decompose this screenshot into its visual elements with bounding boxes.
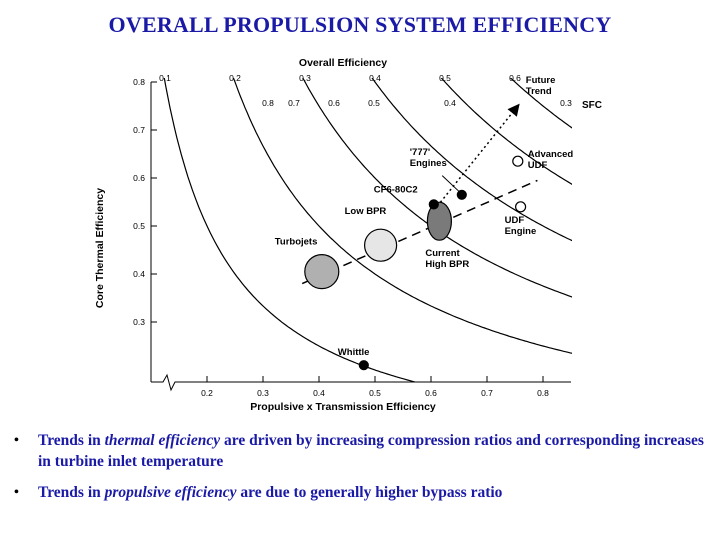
overall-efficiency-curve bbox=[371, 78, 572, 242]
overall-efficiency-curve bbox=[440, 78, 572, 185]
sfc-value-label: 0.5 bbox=[368, 98, 380, 108]
point-label: Engine bbox=[505, 226, 537, 237]
point-label: Whittle bbox=[338, 347, 370, 358]
overall-efficiency-label: 0.3 bbox=[299, 73, 311, 83]
y-tick-label: 0.8 bbox=[133, 77, 145, 87]
axes: 0.3 0.4 0.5 0.6 0.7 0.8 0.2 0.3 0.4 0.5 0.6 0.7 0.8 0… bbox=[133, 73, 572, 398]
point-label: Engines bbox=[410, 158, 447, 169]
y-axis-label: Core Thermal Efficiency bbox=[94, 188, 106, 308]
bullet-dot: • bbox=[14, 433, 19, 448]
region-label: Low BPR bbox=[345, 206, 387, 217]
x-tick-label: 0.2 bbox=[201, 388, 213, 398]
leader-line bbox=[441, 175, 460, 192]
region-ellipse bbox=[426, 201, 452, 241]
y-tick-label: 0.5 bbox=[133, 221, 145, 231]
point-label: Advanced bbox=[528, 149, 574, 160]
y-tick-label: 0.6 bbox=[133, 173, 145, 183]
overall-efficiency-label: 0.2 bbox=[229, 73, 241, 83]
point-label: UDF bbox=[528, 160, 548, 171]
trend-line-dashed bbox=[301, 179, 538, 285]
chart-title: Overall Efficiency bbox=[299, 57, 387, 69]
region-label: Current bbox=[425, 248, 460, 259]
x-tick-label: 0.7 bbox=[481, 388, 493, 398]
sfc-value-label: 0.6 bbox=[328, 98, 340, 108]
region-ellipse bbox=[364, 228, 398, 262]
overall-efficiency-label: 0.4 bbox=[369, 73, 381, 83]
region-label: Turbojets bbox=[275, 237, 318, 248]
sfc-value-label: 0.3 bbox=[560, 98, 572, 108]
future-trend-label: Future bbox=[526, 75, 556, 86]
data-point bbox=[358, 360, 369, 371]
overall-efficiency-curve bbox=[509, 78, 572, 129]
future-trend-label: Trend bbox=[526, 86, 552, 97]
x-tick-label: 0.8 bbox=[537, 388, 549, 398]
data-point bbox=[512, 155, 524, 167]
bullet-list: • Trends in thermal efficiency are drive… bbox=[14, 430, 704, 513]
future-trend-arrow bbox=[430, 103, 520, 215]
bullet-dot: • bbox=[14, 485, 19, 500]
bullet-text: Trends in thermal efficiency are driven … bbox=[38, 432, 704, 470]
y-tick-label: 0.3 bbox=[133, 317, 145, 327]
region-ellipse bbox=[304, 254, 340, 290]
overall-efficiency-curve bbox=[232, 78, 572, 354]
sfc-value-label: 0.7 bbox=[288, 98, 300, 108]
point-label: CF6-80C2 bbox=[374, 184, 418, 195]
x-axis-line bbox=[151, 373, 571, 392]
overall-efficiency-label: 0.1 bbox=[159, 73, 171, 83]
y-tick-label: 0.4 bbox=[133, 269, 145, 279]
efficiency-chart: Overall Efficiency Propulsive x Transmis… bbox=[94, 57, 602, 413]
region-label: High BPR bbox=[425, 259, 469, 270]
point-label: UDF bbox=[505, 215, 525, 226]
x-tick-label: 0.4 bbox=[313, 388, 325, 398]
sfc-label: SFC bbox=[582, 100, 602, 111]
data-point bbox=[428, 199, 439, 210]
slide-title: OVERALL PROPULSION SYSTEM EFFICIENCY bbox=[108, 12, 612, 37]
data-point bbox=[514, 201, 527, 213]
bullet-item: • Trends in propulsive efficiency are du… bbox=[14, 482, 704, 503]
point-label: '777' bbox=[410, 147, 430, 158]
y-tick-label: 0.7 bbox=[133, 125, 145, 135]
sfc-value-label: 0.4 bbox=[444, 98, 456, 108]
overall-efficiency-label: 0.5 bbox=[439, 73, 451, 83]
x-tick-label: 0.3 bbox=[257, 388, 269, 398]
overall-efficiency-label: 0.6 bbox=[509, 73, 521, 83]
x-tick-label: 0.6 bbox=[425, 388, 437, 398]
overall-efficiency-curve bbox=[163, 78, 418, 382]
bullet-item: • Trends in thermal efficiency are drive… bbox=[14, 430, 704, 472]
x-axis-label: Propulsive x Transmission Efficiency bbox=[250, 401, 436, 413]
sfc-value-label: 0.8 bbox=[262, 98, 274, 108]
data-point bbox=[456, 189, 467, 200]
bullet-text: Trends in propulsive efficiency are due … bbox=[38, 484, 503, 501]
x-tick-label: 0.5 bbox=[369, 388, 381, 398]
